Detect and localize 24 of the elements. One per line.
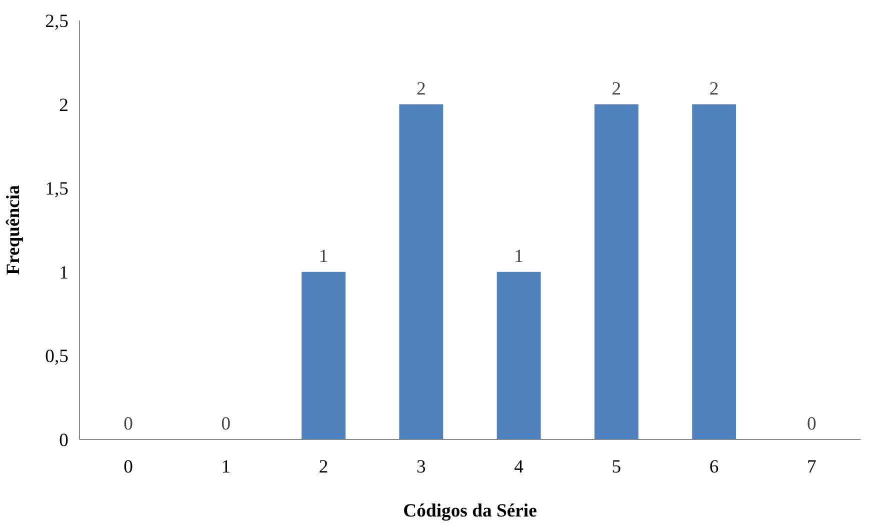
y-tick-label: 0,5 — [45, 346, 69, 368]
x-tick-label: 0 — [124, 456, 133, 478]
x-tick-label: 6 — [709, 456, 719, 478]
data-label: 2 — [709, 78, 719, 100]
x-tick-label: 7 — [807, 456, 816, 478]
data-label: 0 — [807, 414, 816, 434]
y-tick-label: 0 — [59, 430, 68, 451]
data-label: 2 — [612, 78, 622, 100]
x-tick-label: 4 — [514, 456, 524, 478]
x-tick-label: 1 — [221, 456, 231, 478]
x-tick-label: 2 — [318, 456, 328, 478]
y-axis-title: Frequência — [3, 184, 24, 275]
data-label: 2 — [416, 78, 426, 100]
x-tick-label: 3 — [416, 456, 426, 478]
y-tick-label: 1,5 — [45, 178, 69, 200]
y-tick-label: 2 — [59, 94, 68, 116]
data-label: 1 — [514, 246, 524, 267]
y-tick-label: 2,5 — [45, 11, 69, 32]
data-label: 0 — [221, 414, 231, 434]
y-tick-label: 1 — [59, 262, 68, 284]
x-tick-label: 5 — [612, 456, 622, 478]
data-label: 1 — [318, 246, 328, 267]
x-axis-title: Códigos da Série — [403, 500, 537, 522]
data-label: 0 — [124, 414, 133, 434]
